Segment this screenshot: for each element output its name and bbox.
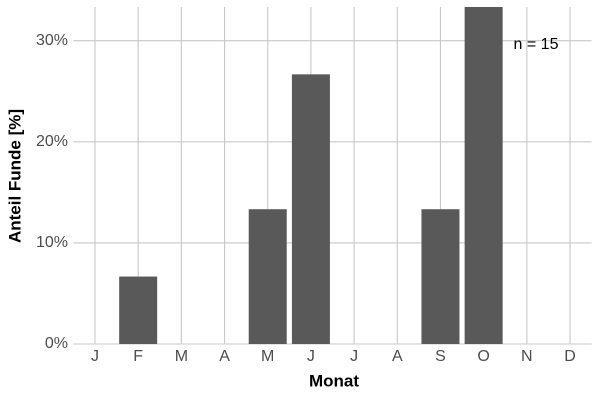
x-tick-label: A	[219, 348, 230, 365]
annotation: n = 15	[514, 36, 559, 53]
bar	[248, 209, 287, 344]
x-tick-label: O	[477, 348, 489, 365]
x-tick-label: S	[435, 348, 446, 365]
x-tick-label: N	[521, 348, 533, 365]
x-tick-label: F	[133, 348, 143, 365]
bar	[464, 7, 503, 344]
x-tick-label: J	[91, 348, 99, 365]
x-tick-label: J	[350, 348, 358, 365]
x-axis-title: Monat	[309, 371, 359, 390]
x-tick-label: M	[175, 348, 188, 365]
x-tick-label: D	[564, 348, 576, 365]
x-tick-label: M	[261, 348, 274, 365]
y-tick-label: 0%	[45, 335, 68, 352]
bar	[119, 276, 158, 344]
y-tick-label: 30%	[36, 32, 68, 49]
x-tick-label: J	[307, 348, 315, 365]
x-tick-label: A	[392, 348, 403, 365]
bar	[291, 74, 330, 345]
y-tick-label: 10%	[36, 234, 68, 251]
bar	[421, 209, 460, 344]
y-axis-title: Anteil Funde [%]	[5, 109, 24, 243]
y-tick-label: 20%	[36, 133, 68, 150]
